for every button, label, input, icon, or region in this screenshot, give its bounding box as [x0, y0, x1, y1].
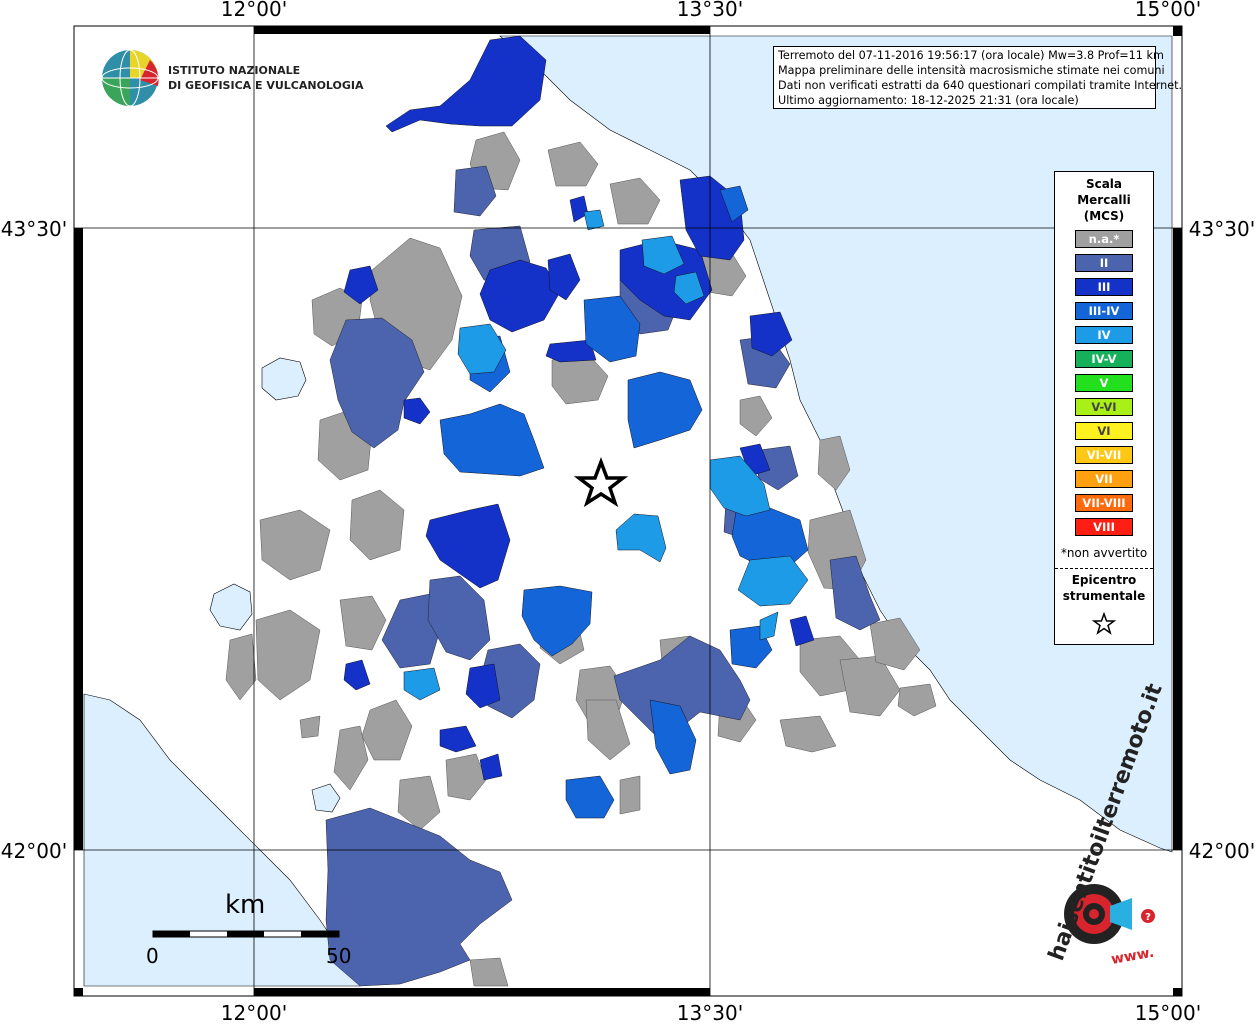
legend-swatch: V	[1075, 374, 1133, 392]
intensity-legend: Scala Mercalli (MCS) n.a.* II III III-IV IV I…	[1054, 171, 1154, 645]
epicenter-star-icon	[573, 457, 629, 508]
legend-swatch: III-IV	[1075, 302, 1133, 320]
legend-swatch: II	[1075, 254, 1133, 272]
ingv-logo-icon	[101, 49, 159, 107]
legend-title-line: Mercalli	[1077, 193, 1131, 207]
bottom-tick-label: 15°00'	[1135, 1001, 1201, 1024]
event-info-box: Terremoto del 07-11-2016 19:56:17 (ora l…	[773, 46, 1183, 109]
legend-swatch: V-VI	[1075, 398, 1133, 416]
legend-epicenter-line: strumentale	[1062, 589, 1146, 603]
event-info-line: Dati non verificati estratti da 640 ques…	[778, 79, 1183, 92]
legend-swatch: VII	[1075, 470, 1133, 488]
bottom-tick-label: 12°00'	[221, 1001, 287, 1024]
bottom-tick-label: 13°30'	[677, 1001, 743, 1024]
legend-epicenter-line: Epicentro	[1071, 573, 1137, 587]
legend-note: *non avvertito	[1060, 546, 1148, 560]
legend-epicenter-title: Epicentro strumentale	[1055, 572, 1153, 604]
event-info-line: Terremoto del 07-11-2016 19:56:17 (ora l…	[778, 49, 1164, 62]
legend-swatch: VI	[1075, 422, 1133, 440]
legend-title-line: (MCS)	[1083, 209, 1125, 223]
scale-start: 0	[146, 944, 159, 968]
legend-title-line: Scala	[1085, 177, 1123, 191]
institute-name-line1: ISTITUTO NAZIONALE	[168, 64, 301, 77]
top-tick-label: 15°00'	[1135, 0, 1201, 21]
lake-bracciano	[311, 783, 341, 813]
right-tick-label: 42°00'	[1189, 839, 1255, 863]
legend-title: Scala Mercalli (MCS)	[1055, 176, 1153, 224]
legend-swatch: n.a.*	[1075, 230, 1133, 248]
municipalities-ii	[325, 165, 881, 987]
left-tick-label: 43°30'	[1, 217, 67, 241]
svg-text:?: ?	[1145, 912, 1151, 923]
institute-name-line2: DI GEOFISICA E VULCANOLOGIA	[168, 79, 364, 92]
event-info-line: Mappa preliminare delle intensità macros…	[778, 64, 1165, 77]
left-tick-label: 42°00'	[1, 839, 67, 863]
right-tick-label: 43°30'	[1189, 217, 1255, 241]
top-tick-label: 12°00'	[221, 0, 287, 21]
lake-trasimeno	[261, 357, 307, 401]
municipalities-iv	[403, 209, 809, 701]
legend-swatch: IV-V	[1075, 350, 1133, 368]
legend-swatch: III	[1075, 278, 1133, 296]
haisentito-logo-icon: ?	[1064, 884, 1155, 944]
legend-swatch: VI-VII	[1075, 446, 1133, 464]
scale-end: 50	[326, 944, 352, 968]
star-icon	[1091, 612, 1117, 635]
lake-bolsena	[209, 583, 253, 631]
scale-bar	[152, 930, 340, 938]
haisentito-logo-url: www.	[1110, 945, 1155, 968]
graticule	[74, 26, 1182, 996]
top-tick-label: 13°30'	[677, 0, 743, 21]
municipalities-iii-iv	[439, 185, 809, 819]
frame-border	[74, 26, 1182, 996]
scale-unit: km	[225, 890, 266, 920]
legend-swatch: IV	[1075, 326, 1133, 344]
event-info-line: Ultimo aggiornamento: 18-12-2025 21:31 (…	[778, 94, 1079, 107]
legend-swatch: VIII	[1075, 518, 1133, 536]
legend-swatch: VII-VIII	[1075, 494, 1133, 512]
legend-separator	[1055, 568, 1153, 569]
